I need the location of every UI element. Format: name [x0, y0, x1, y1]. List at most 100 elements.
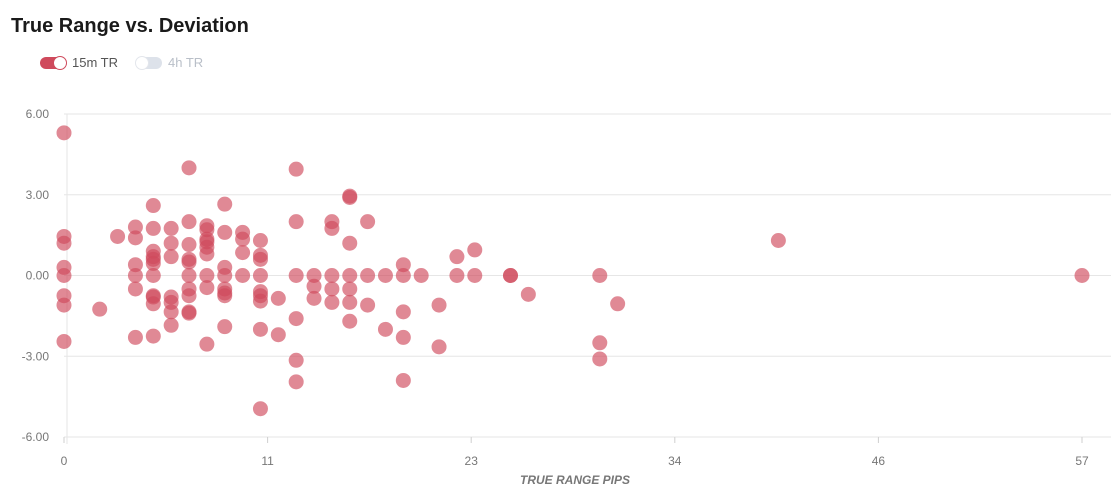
data-point: [342, 188, 358, 204]
data-point: [127, 219, 143, 235]
data-point: [324, 294, 340, 310]
data-point: [395, 268, 411, 283]
data-point: [360, 297, 376, 313]
data-point: [770, 233, 786, 249]
data-point: [127, 329, 143, 345]
toggle-4h-tr[interactable]: [135, 55, 162, 70]
data-point: [610, 296, 626, 312]
data-point: [217, 224, 233, 240]
data-point: [288, 374, 304, 390]
data-point: [306, 268, 322, 283]
data-point: [1074, 268, 1090, 283]
data-point: [252, 268, 268, 283]
data-point: [324, 281, 340, 297]
data-point: [342, 294, 358, 310]
x-tick-label: 34: [668, 454, 682, 468]
data-point: [235, 231, 251, 247]
data-point: [306, 278, 322, 294]
data-point: [306, 290, 322, 306]
data-point: [145, 198, 161, 214]
data-point: [56, 297, 72, 313]
data-point: [181, 237, 197, 253]
data-point: [342, 313, 358, 329]
data-point: [217, 319, 233, 335]
data-point: [181, 214, 197, 230]
data-point: [324, 220, 340, 236]
data-point: [127, 281, 143, 297]
data-point: [395, 257, 411, 273]
data-point: [377, 321, 393, 337]
data-point: [413, 268, 429, 283]
data-point: [592, 335, 608, 351]
x-tick-label: 57: [1075, 454, 1089, 468]
data-point: [252, 251, 268, 267]
data-point: [449, 249, 465, 265]
data-point: [163, 220, 179, 236]
data-point: [163, 304, 179, 320]
data-point: [199, 336, 215, 352]
data-point: [56, 235, 72, 251]
data-point: [467, 268, 483, 283]
toggle-knob: [53, 55, 67, 70]
data-point: [127, 230, 143, 246]
y-tick-label: 6.00: [26, 107, 50, 121]
data-point: [449, 268, 465, 283]
data-point: [288, 352, 304, 368]
legend-item-4h-tr[interactable]: 4h TR: [135, 55, 204, 70]
data-point: [56, 125, 72, 141]
data-point: [235, 245, 251, 261]
data-point: [288, 161, 304, 177]
data-point: [395, 372, 411, 388]
legend-label-4h-tr: 4h TR: [168, 55, 204, 70]
data-point: [145, 328, 161, 344]
data-point: [181, 288, 197, 304]
data-point: [467, 242, 483, 258]
data-point: [145, 296, 161, 312]
data-point: [217, 196, 233, 212]
x-tick-label: 11: [261, 454, 274, 468]
data-point: [395, 304, 411, 320]
data-point: [360, 268, 376, 283]
y-tick-label: 0.00: [26, 269, 50, 283]
data-point: [288, 214, 304, 230]
data-point: [163, 235, 179, 251]
data-point: [110, 228, 126, 244]
data-point: [56, 333, 72, 349]
data-point: [127, 268, 143, 283]
data-point: [181, 254, 197, 270]
data-point: [163, 249, 179, 265]
data-point: [252, 293, 268, 309]
chart-legend: 15m TR 4h TR: [40, 55, 203, 70]
data-point: [270, 327, 286, 343]
data-point: [199, 268, 215, 283]
x-axis-label: TRUE RANGE PIPS: [520, 473, 630, 487]
data-point: [217, 288, 233, 304]
data-point: [520, 286, 536, 302]
data-point: [217, 268, 233, 283]
data-point: [163, 317, 179, 333]
x-tick-label: 46: [872, 454, 886, 468]
data-point: [181, 268, 197, 283]
toggle-knob: [135, 55, 149, 70]
data-point: [342, 268, 358, 283]
x-tick-label: 0: [61, 454, 68, 468]
legend-item-15m-tr[interactable]: 15m TR: [40, 55, 118, 70]
data-point: [395, 329, 411, 345]
y-tick-label: 3.00: [26, 188, 50, 202]
data-point: [377, 268, 393, 283]
data-point: [92, 301, 108, 317]
data-point: [252, 401, 268, 417]
data-point: [199, 280, 215, 296]
data-point: [431, 339, 447, 355]
data-point: [270, 290, 286, 306]
data-point: [324, 268, 340, 283]
data-point: [288, 268, 304, 283]
data-point: [502, 268, 518, 283]
data-point: [592, 268, 608, 283]
toggle-15m-tr[interactable]: [40, 55, 67, 70]
y-tick-label: -3.00: [22, 349, 50, 363]
data-point: [145, 220, 161, 236]
data-point: [360, 214, 376, 230]
data-point: [181, 305, 197, 321]
data-point: [56, 268, 72, 283]
